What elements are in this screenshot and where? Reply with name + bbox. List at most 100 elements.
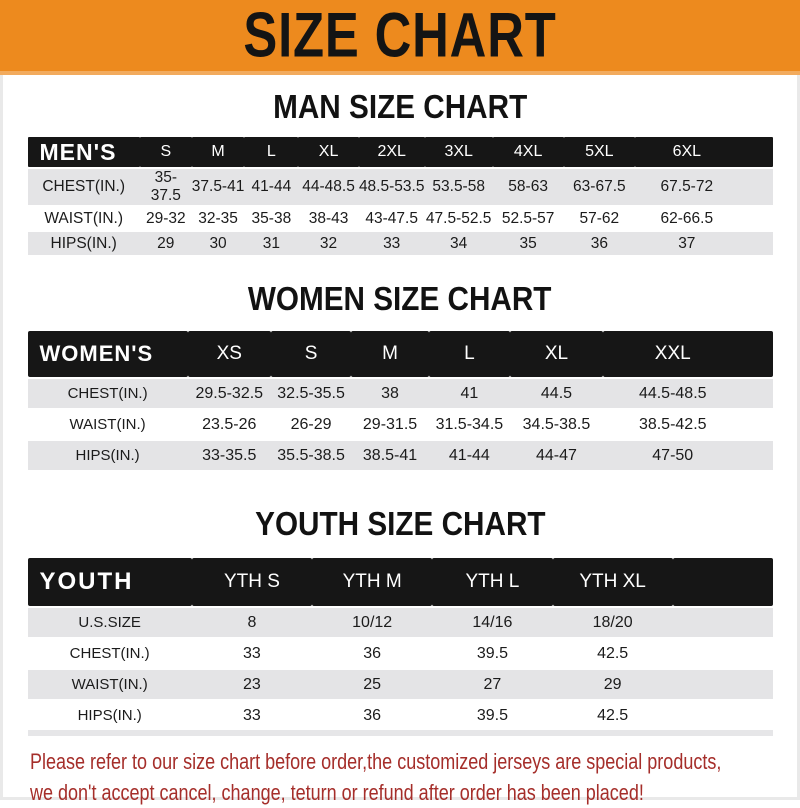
size-value: 29 <box>552 668 673 699</box>
size-value: 33-35.5 <box>187 439 271 470</box>
size-value: 44.5 <box>509 377 603 408</box>
table-header-row: MEN'S S M L XL 2XL 3XL 4XL 5XL 6XL <box>27 137 773 167</box>
size-value: 23 <box>191 668 313 699</box>
row-label: CHEST(IN.) <box>27 637 192 668</box>
size-column-header: 4XL <box>513 143 543 160</box>
size-value: 67.5-72 <box>635 167 773 205</box>
size-value: 53.5-58 <box>424 167 493 205</box>
size-value: 31.5-34.5 <box>428 408 510 439</box>
table-row: CHEST(IN.) 29.5-32.5 32.5-35.5 38 41 44.5 44.5… <box>27 377 773 408</box>
size-value: 29-31.5 <box>351 408 429 439</box>
size-value: 29 <box>139 230 192 255</box>
women-section-title-text: WOMEN SIZE CHART <box>248 280 552 317</box>
size-value: 27 <box>432 668 553 699</box>
size-value: 33 <box>191 699 313 730</box>
size-value: 25 <box>312 668 433 699</box>
size-value: 41-44 <box>428 439 510 470</box>
size-value: 32 <box>298 230 359 255</box>
row-label: HIPS(IN.) <box>27 439 188 470</box>
size-value: 30 <box>191 230 245 255</box>
size-column-header: 2XL <box>377 143 406 160</box>
size-value: 29.5-32.5 <box>187 377 271 408</box>
size-column-header: S <box>160 143 172 160</box>
cell-spacer <box>672 668 773 699</box>
size-value: 36 <box>563 230 636 255</box>
size-value: 36 <box>312 699 433 730</box>
size-value: 39.5 <box>432 699 553 730</box>
size-value: 38.5-42.5 <box>603 408 773 439</box>
size-column-header: L <box>266 143 276 160</box>
size-value: 37 <box>635 230 773 255</box>
table-header-row: WOMEN'S XS S M L XL XXL <box>27 331 773 377</box>
size-value: 41-44 <box>244 167 299 205</box>
size-value: 35 <box>492 230 564 255</box>
size-value: 43-47.5 <box>358 205 425 230</box>
table-row: CHEST(IN.) 35-37.5 37.5-41 41-44 44-48.5 48.5… <box>27 167 773 205</box>
size-value: 57-62 <box>563 205 636 230</box>
size-value: 44.5-48.5 <box>603 377 773 408</box>
table-row: CHEST(IN.) 33 36 39.5 42.5 <box>27 637 773 668</box>
size-value: 33 <box>191 637 313 668</box>
size-value: 62-66.5 <box>635 205 773 230</box>
footer-note-line1: Please refer to our size chart before or… <box>30 749 722 774</box>
cell-spacer <box>672 637 773 668</box>
size-value: 34 <box>424 230 493 255</box>
men-section-title: MAN SIZE CHART <box>0 89 800 125</box>
size-column-header: 6XL <box>672 143 702 160</box>
women-size-table: WOMEN'S XS S M L XL XXL CHEST(IN.) 29.5-32.5 32.5… <box>27 331 773 470</box>
cell-spacer <box>672 606 773 637</box>
men-size-table: MEN'S S M L XL 2XL 3XL 4XL 5XL 6XL CHEST(IN.) 35-37… <box>27 137 773 255</box>
size-value: 38.5-41 <box>351 439 429 470</box>
table-row: HIPS(IN.) 33 36 39.5 42.5 <box>27 699 773 730</box>
size-value: 32.5-35.5 <box>270 377 352 408</box>
size-value: 33 <box>358 230 425 255</box>
table-row: WAIST(IN.) 29-32 32-35 35-38 38-43 43-47.5 47.… <box>27 205 773 230</box>
table-category-label: WOMEN'S <box>39 341 154 366</box>
size-column-header: XXL <box>654 343 691 364</box>
size-value: 14/16 <box>432 606 553 637</box>
row-label: WAIST(IN.) <box>27 668 192 699</box>
footer-note: Please refer to our size chart before or… <box>30 746 800 808</box>
size-column-header: XS <box>216 343 242 364</box>
size-column-header: M <box>211 143 225 160</box>
size-value: 38-43 <box>298 205 359 230</box>
table-row: HIPS(IN.) 33-35.5 35.5-38.5 38.5-41 41-44 44-… <box>27 439 773 470</box>
size-value: 48.5-53.5 <box>358 167 425 205</box>
size-value: 31 <box>244 230 299 255</box>
size-value: 35-38 <box>244 205 299 230</box>
size-value: 18/20 <box>552 606 673 637</box>
size-value: 8 <box>191 606 313 637</box>
size-value: 38 <box>351 377 429 408</box>
size-column-header: L <box>464 343 475 364</box>
row-label: CHEST(IN.) <box>27 377 188 408</box>
cell-spacer <box>672 699 773 730</box>
size-value: 44-48.5 <box>298 167 359 205</box>
youth-size-table: YOUTH YTH S YTH M YTH L YTH XL U.S.SIZE 8 10/12… <box>27 558 773 736</box>
row-label: U.S.SIZE <box>27 606 192 637</box>
size-value: 47-50 <box>603 439 773 470</box>
table-row: WAIST(IN.) 23.5-26 26-29 29-31.5 31.5-34.5 34… <box>27 408 773 439</box>
table-category-label: YOUTH <box>39 568 134 595</box>
row-label: WAIST(IN.) <box>27 408 188 439</box>
table-header-row: YOUTH YTH S YTH M YTH L YTH XL <box>27 558 773 606</box>
size-chart-banner: SIZE CHART <box>0 0 800 75</box>
row-label: WAIST(IN.) <box>27 205 140 230</box>
page-title: SIZE CHART <box>243 0 557 71</box>
size-column-header: XL <box>318 143 339 160</box>
table-row: WAIST(IN.) 23 25 27 29 <box>27 668 773 699</box>
size-value: 41 <box>428 377 510 408</box>
size-value: 47.5-52.5 <box>424 205 493 230</box>
size-value: 35.5-38.5 <box>270 439 352 470</box>
women-section-title: WOMEN SIZE CHART <box>0 281 800 317</box>
size-value: 58-63 <box>492 167 564 205</box>
size-value: 37.5-41 <box>191 167 245 205</box>
size-column-header: YTH M <box>342 571 402 592</box>
size-column-header: YTH XL <box>579 571 646 592</box>
row-label: HIPS(IN.) <box>27 699 192 730</box>
men-section-title-text: MAN SIZE CHART <box>272 88 528 125</box>
size-value: 39.5 <box>432 637 553 668</box>
footer-note-line2: we don't accept cancel, change, teturn o… <box>30 780 644 805</box>
size-column-header: YTH S <box>223 571 280 592</box>
youth-section-title-text: YOUTH SIZE CHART <box>254 505 546 542</box>
